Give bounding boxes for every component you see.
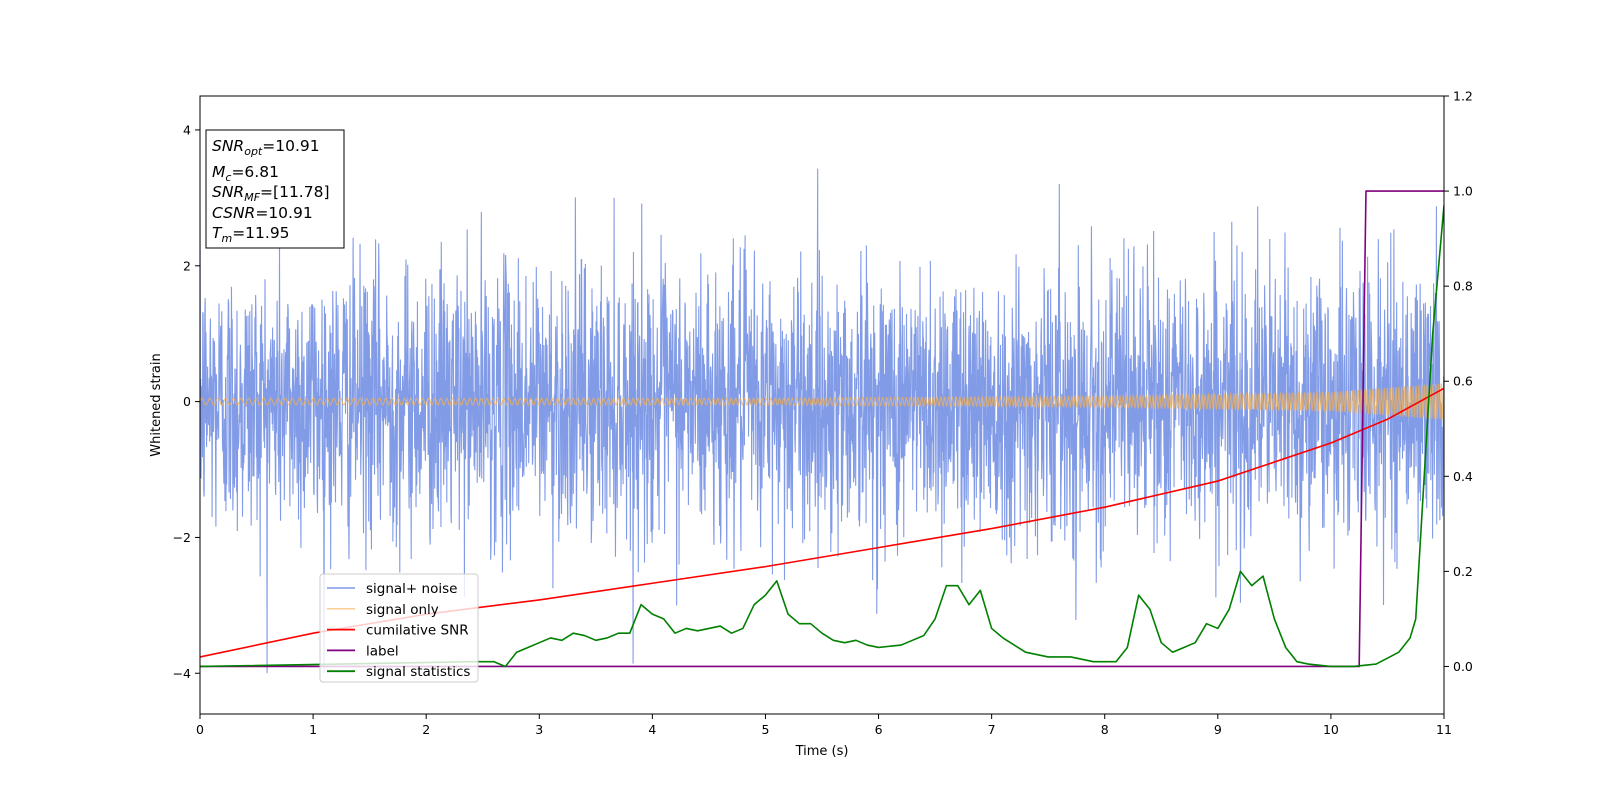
y-axis-right: 0.0 0.2 0.4 0.6 0.8 1.0 1.2: [1444, 89, 1473, 674]
signal-only-line: [200, 382, 1444, 420]
legend-label: cumilative SNR: [366, 623, 469, 639]
info-box-frame: [205, 129, 345, 249]
x-tick-label: 4: [648, 722, 656, 737]
y2-tick-label: 1.2: [1453, 89, 1473, 104]
info-box-line: Mc=6.81: [212, 163, 279, 184]
info-box-line: CSNR=10.91: [212, 204, 313, 222]
x-tick-label: 7: [988, 722, 996, 737]
y-axis-left: −4 −2 0 2 4: [173, 122, 200, 681]
x-tick-label: 3: [535, 722, 543, 737]
x-tick-label: 5: [761, 722, 769, 737]
y-tick-label: 4: [183, 122, 191, 137]
x-tick-label: 6: [875, 722, 883, 737]
x-tick-label: 8: [1101, 722, 1109, 737]
y-axis-label: Whitened strain: [149, 353, 164, 456]
legend: signal+ noise signal only cumilative SNR la…: [319, 573, 479, 683]
y-tick-label: −4: [173, 666, 191, 681]
y-tick-label: 0: [183, 394, 191, 409]
legend-label: signal statistics: [366, 664, 470, 680]
info-box-line: SNRMF=[11.78]: [212, 183, 330, 204]
plot-frame: [199, 95, 1445, 715]
legend-frame: [319, 573, 479, 683]
legend-label: label: [366, 643, 399, 659]
info-box: SNRopt=10.91 Mc=6.81SNRMF=[11.78]CSNR=10.…: [205, 129, 345, 249]
y2-tick-label: 1.0: [1453, 184, 1473, 199]
x-tick-label: 1: [309, 722, 317, 737]
info-box-line: Tm=11.95: [212, 224, 290, 245]
x-tick-label: 0: [196, 722, 204, 737]
y-tick-label: 2: [183, 258, 191, 273]
x-tick-label: 2: [422, 722, 430, 737]
x-tick-label: 9: [1214, 722, 1222, 737]
x-tick-label: 10: [1323, 722, 1339, 737]
y2-tick-label: 0.6: [1453, 374, 1473, 389]
y-tick-label: −2: [173, 530, 191, 545]
signal-noise-line: [200, 168, 1444, 674]
label-line: [200, 190, 1444, 668]
signal-noise-series: [200, 168, 1444, 674]
legend-label: signal only: [366, 602, 439, 618]
x-axis: 0 1 2 3 4 5 6 7 8 9 10 11: [196, 714, 1452, 737]
y2-tick-label: 0.4: [1453, 469, 1473, 484]
legend-label: signal+ noise: [366, 581, 457, 597]
info-box-line: SNRopt=10.91: [212, 137, 320, 158]
signal-statistics-line: [200, 205, 1444, 668]
y2-tick-label: 0.8: [1453, 279, 1473, 294]
signal-only-series: [200, 382, 1444, 420]
y2-tick-label: 0.2: [1453, 564, 1473, 579]
x-axis-label: Time (s): [795, 744, 849, 759]
y2-tick-label: 0.0: [1453, 659, 1473, 674]
x-tick-label: 11: [1436, 722, 1452, 737]
